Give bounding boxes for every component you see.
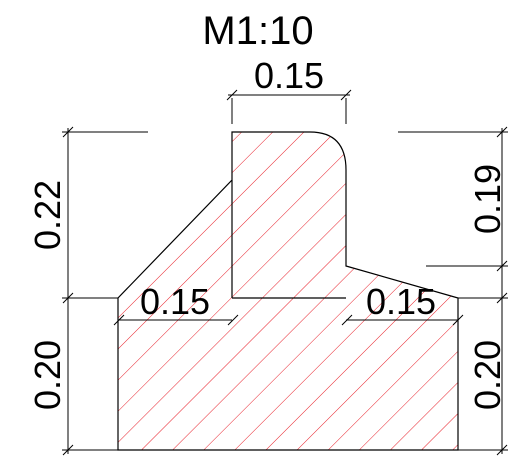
dimension-right-chain: 0.19 0.20 — [398, 126, 508, 456]
dimension-ledges: 0.15 0.15 — [113, 281, 464, 326]
dim-label-right-upper: 0.19 — [467, 164, 508, 234]
section-outline — [117, 131, 459, 451]
dimension-left-chain: 0.22 0.20 — [27, 126, 148, 456]
dim-label-right-ledge: 0.15 — [366, 281, 436, 322]
scale-label: M1:10 — [202, 9, 313, 53]
dimension-top-width: 0.15 — [226, 55, 352, 124]
dim-label-left-upper: 0.22 — [27, 180, 68, 250]
dim-label-left-lower: 0.20 — [27, 340, 68, 410]
dim-label-right-lower: 0.20 — [467, 340, 508, 410]
dim-label-left-ledge: 0.15 — [140, 281, 210, 322]
dim-label-top-width: 0.15 — [254, 55, 324, 96]
